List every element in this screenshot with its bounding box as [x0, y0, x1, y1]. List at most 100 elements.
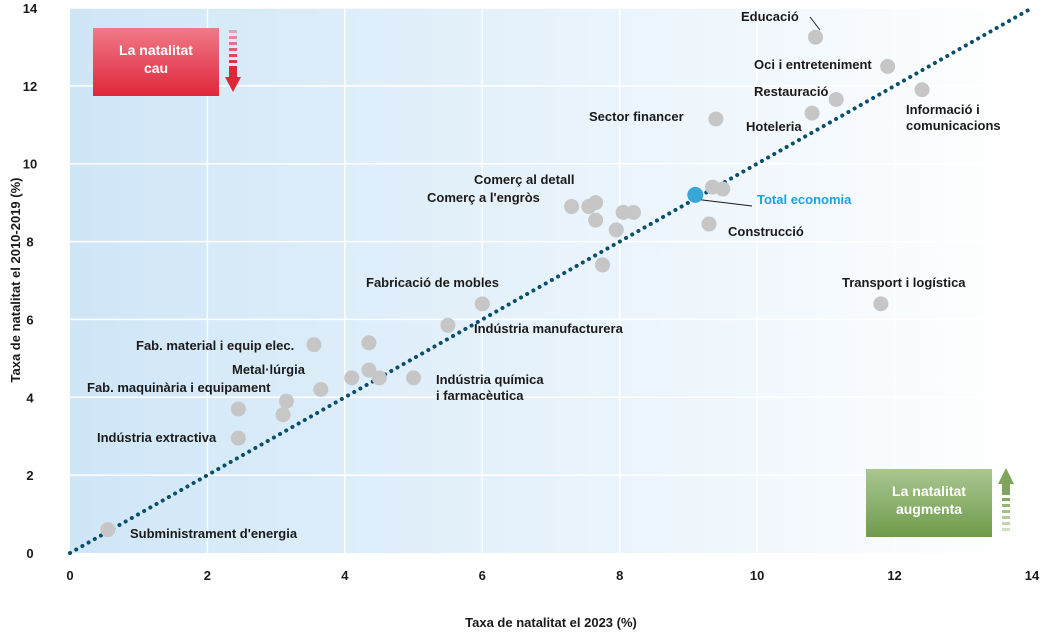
point-restauracio [828, 91, 844, 107]
point-comerc-a-l-engros [564, 199, 580, 215]
x-tick-label: 4 [341, 568, 349, 583]
point-unlabeled [588, 212, 604, 228]
x-tick-label: 14 [1025, 568, 1040, 583]
annotation-text: La natalitat [119, 42, 193, 58]
y-tick-label: 2 [26, 468, 33, 483]
point-industria-manufacturera [440, 317, 456, 333]
arrow-dash [229, 42, 237, 45]
arrow-shaft [1002, 483, 1010, 495]
x-tick-label: 6 [479, 568, 486, 583]
label-fab-material-i-equip-elec: Fab. material i equip elec. [136, 338, 294, 353]
arrow-dash [1002, 522, 1010, 525]
annotation-text: augmenta [896, 501, 962, 517]
label-industria-extractiva: Indústria extractiva [97, 430, 217, 445]
label-industria-manufacturera: Indústria manufacturera [474, 321, 624, 336]
label-comerc-a-l-engros: Comerç a l'engròs [427, 190, 540, 205]
annotation-boxes: La natalitat cau La natalitat augmenta [93, 28, 1014, 537]
label-informacio-i-comunicacions: Informació i comunicacions [906, 102, 1001, 133]
label-fabricacio-de-mobles: Fabricació de mobles [366, 275, 499, 290]
point-unlabeled [608, 222, 624, 238]
label-comerc-al-detall: Comerç al detall [474, 172, 574, 187]
label-fab-maquinaria-i-equipament: Fab. maquinària i equipament [87, 380, 271, 395]
point-industria-extractiva [230, 430, 246, 446]
x-tick-label: 0 [66, 568, 73, 583]
x-tick-label: 12 [887, 568, 901, 583]
label-restauracio: Restauració [754, 84, 828, 99]
label-hoteleria: Hoteleria [746, 119, 802, 134]
point-unlabeled [361, 335, 377, 351]
label-oci-i-entreteniment: Oci i entreteniment [754, 57, 872, 72]
y-tick-label: 6 [26, 312, 33, 327]
point-unlabeled [361, 362, 377, 378]
x-axis-ticks: 0 2 4 6 8 10 12 14 [66, 568, 1040, 583]
point-unlabeled [715, 181, 731, 197]
point-total-economia [687, 186, 704, 203]
point-sector-financer [708, 111, 724, 127]
x-tick-label: 10 [750, 568, 764, 583]
y-tick-label: 0 [26, 546, 33, 561]
point-informacio-i-comunicacions [914, 82, 930, 98]
point-unlabeled [615, 204, 631, 220]
reference-diagonal [68, 6, 1034, 555]
point-industria-quimica-i-farmaceutica [406, 370, 422, 386]
point-oci-i-entreteniment [880, 58, 896, 74]
y-axis-title: Taxa de natalitat el 2010-2019 (%) [8, 178, 23, 383]
annotation-la-natalitat-cau: La natalitat cau [93, 28, 241, 96]
point-unlabeled [230, 401, 246, 417]
point-educacio [808, 29, 824, 45]
reference-line [68, 6, 1034, 555]
leader-lines [701, 16, 821, 207]
annotation-text: La natalitat [892, 483, 966, 499]
y-axis-ticks: 0 2 4 6 8 10 12 14 [23, 1, 38, 561]
arrow-dash [1002, 516, 1010, 519]
leader-educacio [809, 16, 821, 31]
label-sector-financer: Sector financer [589, 109, 684, 124]
label-total-economia: Total economia [757, 192, 852, 207]
point-subministrament-d-energia [100, 522, 116, 538]
annotation-box [93, 28, 219, 96]
point-metal-lurgia [371, 370, 387, 386]
data-points [100, 29, 930, 538]
y-tick-label: 8 [26, 235, 33, 250]
label-transport-i-logistica: Transport i logística [842, 275, 966, 290]
y-tick-label: 4 [26, 390, 34, 405]
point-fab-maquinaria-i-equipament [278, 393, 294, 409]
arrow-dash [1002, 528, 1010, 531]
label-subministrament-d-energia: Subministrament d'energia [130, 526, 298, 541]
arrow-dash [1002, 504, 1010, 507]
point-hoteleria [804, 105, 820, 121]
x-axis-title: Taxa de natalitat el 2023 (%) [465, 615, 637, 630]
arrow-dash [229, 30, 237, 33]
y-tick-label: 14 [23, 1, 38, 16]
arrow-shaft [229, 66, 237, 78]
arrow-dash [1002, 498, 1010, 501]
x-tick-label: 8 [616, 568, 623, 583]
arrow-down-icon [225, 77, 241, 92]
point-construccio [701, 216, 717, 232]
annotation-la-natalitat-augmenta: La natalitat augmenta [866, 468, 1014, 537]
arrow-dash [229, 36, 237, 39]
arrow-dash [1002, 510, 1010, 513]
label-metal-lurgia: Metal·lúrgia [232, 362, 306, 377]
x-tick-label: 2 [204, 568, 211, 583]
arrow-dash [229, 60, 237, 63]
annotation-box [866, 469, 992, 537]
point-transport-i-logistica [873, 296, 889, 312]
point-unlabeled [313, 382, 329, 397]
point-unlabeled [275, 407, 291, 423]
point-fabricacio-de-mobles [474, 296, 490, 312]
grid-lines [70, 7, 1033, 553]
point-unlabeled [581, 199, 597, 215]
y-tick-label: 12 [23, 79, 37, 94]
label-educacio: Educació [741, 9, 799, 24]
arrow-dash [229, 48, 237, 51]
annotation-text: cau [144, 60, 168, 76]
point-unlabeled [595, 257, 611, 273]
point-unlabeled [625, 204, 641, 220]
y-tick-label: 10 [23, 157, 37, 172]
label-industria-quimica-i-farmaceutica: Indústria química i farmacèutica [436, 372, 544, 403]
arrow-up-icon [998, 468, 1014, 484]
point-unlabeled [344, 370, 360, 386]
